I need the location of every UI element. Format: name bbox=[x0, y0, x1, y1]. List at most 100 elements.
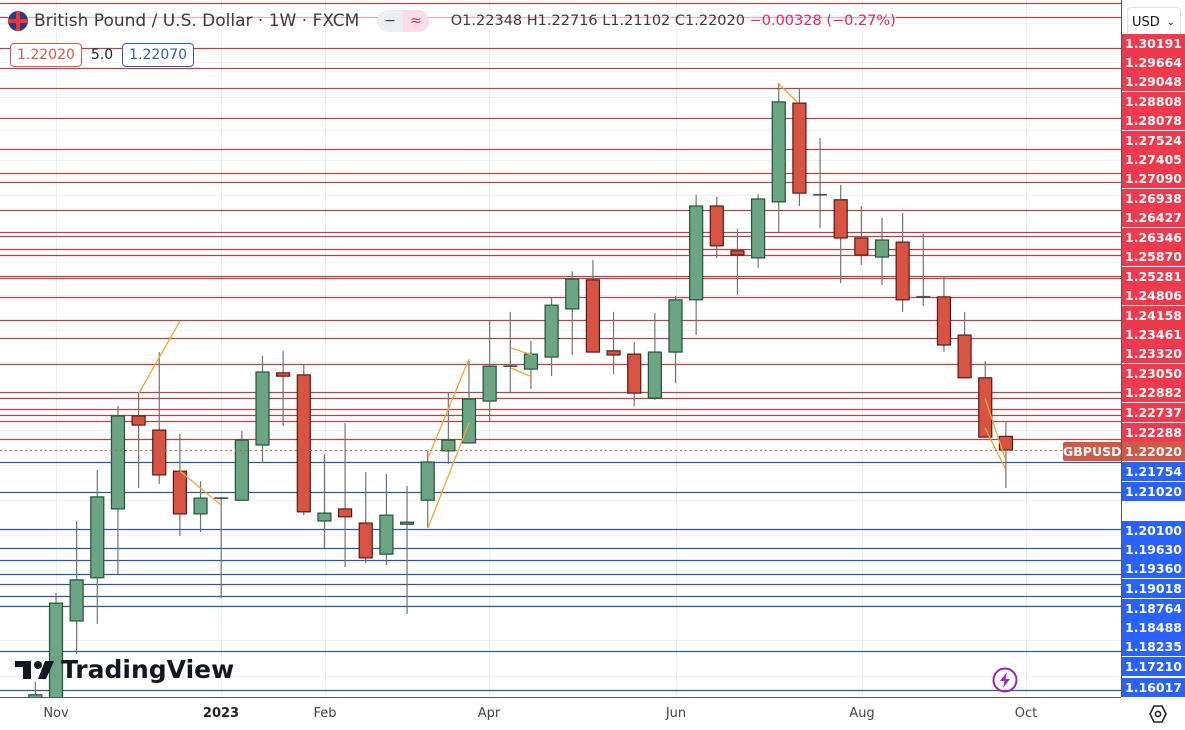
candle-body bbox=[193, 497, 208, 515]
trend-line[interactable] bbox=[510, 347, 533, 356]
candle[interactable] bbox=[379, 474, 394, 565]
candle[interactable] bbox=[957, 311, 972, 379]
candle[interactable] bbox=[358, 471, 373, 563]
sell-button[interactable]: 1.22020 bbox=[10, 43, 82, 67]
settings-icon[interactable] bbox=[1148, 704, 1168, 724]
support-price-label: 1.19630 bbox=[1122, 540, 1185, 559]
candle-body bbox=[978, 377, 993, 438]
resistance-price-label: 1.29048 bbox=[1122, 72, 1185, 91]
candle[interactable] bbox=[978, 361, 993, 438]
candle[interactable] bbox=[606, 311, 621, 375]
candle[interactable] bbox=[709, 196, 724, 258]
candle[interactable] bbox=[276, 350, 291, 426]
candle[interactable] bbox=[668, 296, 683, 384]
candle-body bbox=[709, 205, 724, 247]
resistance-price-label: 1.24806 bbox=[1122, 286, 1185, 305]
candle[interactable] bbox=[627, 342, 642, 407]
chevron-down-icon: ⌄ bbox=[1166, 17, 1175, 28]
trend-line[interactable] bbox=[179, 470, 222, 506]
candle[interactable] bbox=[916, 233, 931, 307]
price-chart[interactable] bbox=[0, 0, 1121, 697]
candle-body bbox=[936, 296, 952, 346]
candle[interactable] bbox=[503, 311, 518, 392]
trend-line[interactable] bbox=[427, 358, 470, 459]
symbol-price-tag: GBPUSD bbox=[1063, 442, 1122, 461]
candle[interactable] bbox=[689, 194, 704, 336]
candle-body bbox=[296, 374, 311, 513]
candle-body bbox=[482, 365, 497, 402]
price-axis[interactable] bbox=[1121, 0, 1185, 697]
candle[interactable] bbox=[544, 298, 559, 377]
candle[interactable] bbox=[441, 393, 456, 465]
trend-lines bbox=[138, 82, 1006, 529]
candle[interactable] bbox=[813, 137, 828, 229]
resistance-price-label: 1.30191 bbox=[1122, 34, 1185, 53]
candle[interactable] bbox=[647, 313, 662, 400]
candle[interactable] bbox=[28, 681, 43, 697]
trend-line[interactable] bbox=[984, 397, 1006, 459]
candle[interactable] bbox=[771, 83, 786, 233]
candle[interactable] bbox=[399, 486, 415, 614]
open-value: O1.22348 bbox=[450, 13, 523, 29]
trend-line[interactable] bbox=[777, 82, 799, 104]
buy-button[interactable]: 1.22070 bbox=[122, 43, 195, 67]
candle[interactable] bbox=[69, 520, 84, 655]
candle[interactable] bbox=[234, 430, 249, 501]
candle[interactable] bbox=[792, 89, 807, 207]
support-price-label: 1.16017 bbox=[1122, 678, 1185, 697]
candle[interactable] bbox=[585, 259, 601, 353]
candle[interactable] bbox=[110, 406, 126, 575]
candle-body bbox=[585, 279, 601, 353]
trend-line[interactable] bbox=[427, 422, 470, 529]
candle[interactable] bbox=[255, 355, 270, 463]
candle[interactable] bbox=[854, 206, 869, 265]
resistance-price-label: 1.22882 bbox=[1122, 383, 1185, 402]
candle[interactable] bbox=[296, 364, 311, 516]
candle[interactable] bbox=[317, 454, 332, 548]
candle-body bbox=[565, 278, 580, 310]
candle[interactable] bbox=[338, 423, 353, 568]
candle-body bbox=[689, 205, 704, 301]
trend-line[interactable] bbox=[984, 427, 1006, 469]
candle-body bbox=[358, 522, 373, 559]
low-value: L1.21102 bbox=[602, 13, 671, 29]
resistance-price-label: 1.25281 bbox=[1122, 267, 1185, 286]
trend-line[interactable] bbox=[510, 367, 533, 378]
trend-line[interactable] bbox=[138, 320, 181, 394]
lightning-icon[interactable] bbox=[992, 667, 1018, 693]
symbol-header: British Pound / U.S. Dollar · 1W · FXCM … bbox=[8, 10, 896, 32]
candle[interactable] bbox=[833, 184, 848, 284]
candle[interactable] bbox=[895, 213, 910, 312]
tradingview-logo[interactable]: TradingView bbox=[15, 655, 234, 684]
candle[interactable] bbox=[172, 433, 187, 536]
candle[interactable] bbox=[998, 421, 1014, 489]
tradingview-logo-icon bbox=[15, 660, 54, 679]
candle[interactable] bbox=[152, 352, 167, 485]
candle[interactable] bbox=[90, 469, 105, 624]
visibility-toggle[interactable]: − ≈ bbox=[377, 10, 429, 32]
resistance-price-label: 1.22288 bbox=[1122, 423, 1185, 442]
candle[interactable] bbox=[482, 320, 497, 421]
hide-icon[interactable]: − bbox=[384, 13, 397, 29]
candle[interactable] bbox=[730, 228, 745, 295]
time-axis[interactable] bbox=[0, 697, 1121, 730]
candle[interactable] bbox=[461, 361, 477, 444]
candle[interactable] bbox=[214, 496, 229, 599]
time-axis-label: Jun bbox=[665, 706, 687, 721]
candle[interactable] bbox=[420, 450, 435, 529]
candle[interactable] bbox=[936, 276, 952, 353]
candle-body bbox=[833, 199, 848, 239]
candle[interactable] bbox=[523, 340, 539, 390]
compare-icon[interactable]: ≈ bbox=[403, 10, 429, 32]
candle[interactable] bbox=[750, 193, 766, 268]
candle[interactable] bbox=[565, 271, 580, 355]
candle[interactable] bbox=[131, 393, 146, 489]
resistance-price-label: 1.28808 bbox=[1122, 92, 1185, 111]
candle[interactable] bbox=[193, 481, 208, 533]
resistance-price-label: 1.23320 bbox=[1122, 344, 1185, 363]
candle-body bbox=[544, 304, 559, 358]
symbol-title[interactable]: British Pound / U.S. Dollar · 1W · FXCM bbox=[34, 11, 360, 31]
candle[interactable] bbox=[874, 218, 890, 285]
candle-body bbox=[69, 579, 84, 622]
candle-body bbox=[152, 429, 167, 476]
